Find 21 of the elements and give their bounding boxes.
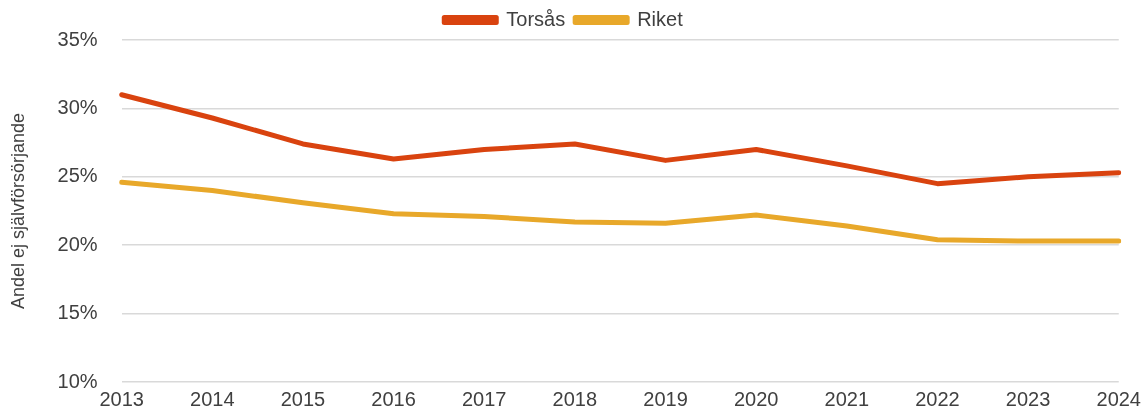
- y-tick-label: 35%: [57, 27, 98, 50]
- x-tick-label: 2015: [280, 387, 326, 410]
- x-tick-label: 2016: [371, 387, 416, 410]
- y-tick-label: 30%: [57, 95, 98, 118]
- x-tick-label: 2024: [1096, 387, 1141, 410]
- x-tick-label: 2023: [1005, 387, 1051, 410]
- y-tick-label: 25%: [57, 164, 98, 187]
- x-tick-label: 2018: [552, 387, 598, 410]
- x-tick-label: 2019: [643, 387, 688, 410]
- y-axis-title: Andel ej självförsörjande: [7, 112, 28, 310]
- x-tick-label: 2014: [190, 387, 235, 410]
- y-tick-label: 10%: [57, 369, 98, 392]
- x-tick-label: 2022: [915, 387, 960, 410]
- legend-label: Riket: [637, 7, 684, 30]
- x-tick-label: 2013: [99, 387, 144, 410]
- legend-label: Torsås: [506, 7, 566, 30]
- x-tick-label: 2021: [824, 387, 870, 410]
- y-tick-label: 15%: [57, 301, 98, 324]
- x-tick-label: 2017: [461, 387, 507, 410]
- y-tick-label: 20%: [57, 232, 98, 255]
- x-tick-label: 2020: [733, 387, 779, 410]
